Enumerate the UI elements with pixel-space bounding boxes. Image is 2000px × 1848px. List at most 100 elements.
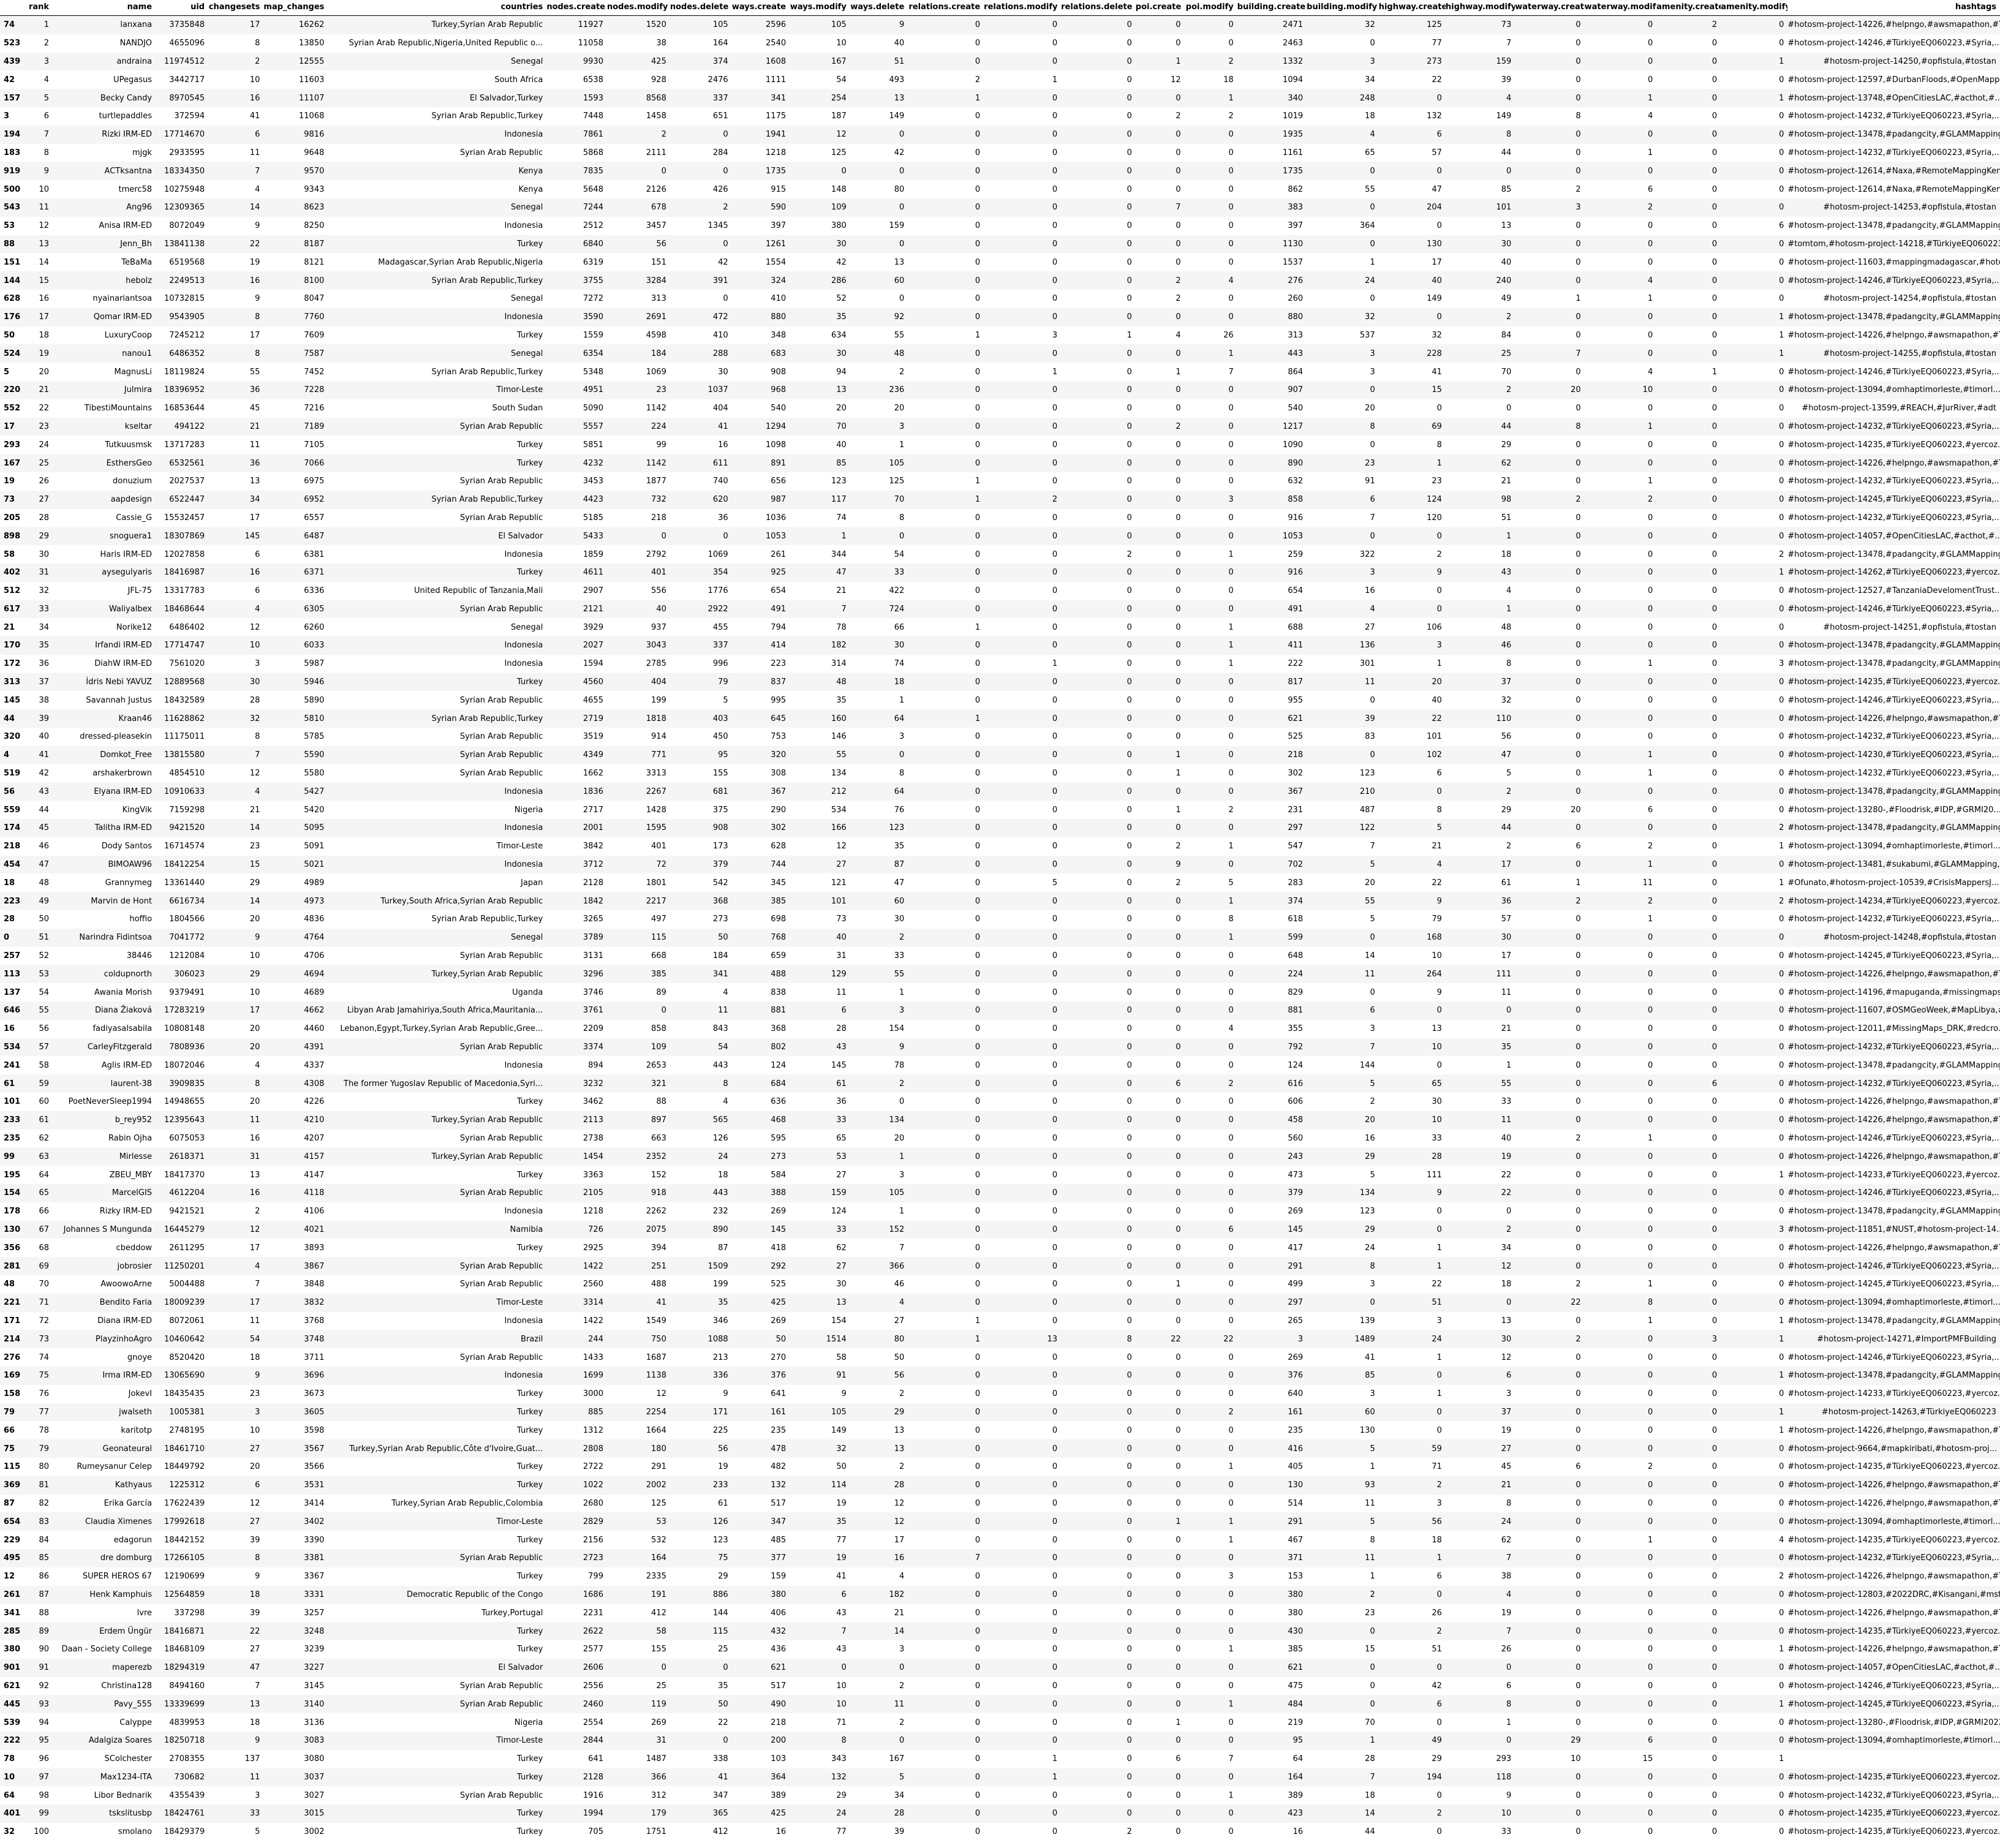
cell-highway-create: 1 — [1436, 1243, 1442, 1253]
cell-rank: 1 — [28, 15, 53, 34]
cell-amenity-modify: 0 — [1779, 513, 1784, 522]
cell-changesets: 12 — [249, 622, 260, 632]
cell-countries: Syrian Arab Republic — [459, 732, 543, 742]
cell-map-changes: 3080 — [304, 1754, 325, 1764]
cell-building-create: 222 — [1288, 659, 1304, 669]
cell-amenity-create: 0 — [1656, 563, 1721, 582]
cell-nodes-delete: 354 — [670, 563, 732, 582]
cell-relations-create: 0 — [908, 307, 984, 326]
cell-relations-create: 0 — [908, 344, 984, 363]
cell-amenity-modify: 0 — [1721, 417, 1788, 436]
cell-countries: Syrian Arab Republic — [328, 600, 547, 619]
cell-map-changes: 6381 — [304, 549, 325, 559]
cell-map-changes: 4147 — [304, 1170, 325, 1180]
cell-hashtags: #hotosm-project-14226,#helpngo,#awsmapat… — [1787, 709, 2000, 728]
cell-relations-create: 0 — [975, 878, 981, 888]
cell-poi-create: 0 — [1135, 1439, 1185, 1458]
cell-building-create: 688 — [1288, 622, 1304, 632]
cell-ways-modify: 105 — [790, 15, 850, 34]
cell-poi-create: 0 — [1175, 440, 1181, 450]
cell-rank: 98 — [39, 1790, 50, 1800]
cell-waterway-modify: 6 — [1647, 805, 1653, 815]
cell-name: Adalgiza Soares — [53, 1731, 156, 1750]
column-header-nodes-create: nodes.create — [546, 0, 607, 16]
cell-rank: 48 — [39, 878, 50, 888]
cell-nodes-delete: 426 — [712, 184, 728, 194]
cell-building-modify: 8 — [1307, 417, 1379, 436]
cell-amenity-create: 0 — [1711, 404, 1718, 413]
cell-amenity-create: 0 — [1711, 695, 1718, 705]
cell-highway-create: 18 — [1432, 1535, 1442, 1545]
cell-name: SUPER HEROS 67 — [82, 1572, 153, 1582]
cell-amenity-modify: 0 — [1721, 527, 1788, 546]
cell-building-modify: 34 — [1365, 75, 1375, 85]
cell-nodes-delete: 346 — [712, 1316, 728, 1326]
cell-name: andraina — [53, 52, 156, 71]
cell-nodes-modify: 1595 — [606, 819, 670, 837]
cell-rank: 90 — [39, 1645, 50, 1654]
cell-poi-modify: 0 — [1228, 1060, 1234, 1070]
cell-poi-modify: 0 — [1184, 1768, 1237, 1787]
row-index: 79 — [0, 1403, 29, 1422]
cell-waterway-modify: 1 — [1647, 659, 1653, 669]
cell-nodes-delete: 19 — [718, 1462, 728, 1472]
cell-changesets: 9 — [255, 221, 260, 231]
cell-amenity-modify: 1 — [1721, 307, 1788, 326]
cell-poi-create: 1 — [1175, 367, 1181, 377]
cell-relations-modify: 0 — [984, 892, 1062, 911]
cell-hashtags: #hotosm-project-14246,#TürkiyeEQ060223,#… — [1787, 39, 2000, 48]
cell-ways-create: 654 — [771, 586, 787, 596]
cell-hashtags: #hotosm-project-14262,#TürkiyeEQ060223,#… — [1787, 563, 2000, 582]
cell-ways-create: 377 — [731, 1548, 790, 1567]
cell-map-changes: 4021 — [263, 1220, 328, 1239]
cell-building-create: 417 — [1288, 1243, 1304, 1253]
cell-name: nanou1 — [53, 344, 156, 363]
cell-changesets: 11 — [249, 148, 260, 157]
cell-ways-create: 1941 — [731, 125, 790, 144]
cell-waterway-modify: 0 — [1647, 330, 1653, 340]
cell-changesets: 30 — [208, 673, 264, 692]
cell-changesets: 7 — [255, 1280, 260, 1289]
cell-ways-create: 525 — [771, 1280, 787, 1289]
table-row: 18 48 Grannymeg 13361440 29 4989 Japan 2128 1801… — [0, 873, 2000, 892]
row-index: 174 — [0, 819, 29, 837]
cell-nodes-create: 5557 — [546, 417, 607, 436]
cell-amenity-modify: 1 — [1779, 1170, 1784, 1180]
cell-amenity-create: 0 — [1711, 951, 1718, 961]
cell-name: dre domburg — [53, 1548, 156, 1567]
cell-relations-create: 0 — [908, 162, 984, 181]
cell-waterway-modify: 0 — [1647, 732, 1653, 742]
row-index: 16 — [4, 1024, 15, 1034]
cell-poi-create: 0 — [1175, 695, 1181, 705]
cell-amenity-modify: 0 — [1779, 440, 1784, 450]
cell-nodes-modify: 663 — [651, 1134, 666, 1143]
cell-name: Domkot_Free — [53, 745, 156, 764]
cell-highway-create: 59 — [1378, 1439, 1446, 1458]
cell-map-changes: 9816 — [263, 125, 328, 144]
cell-amenity-modify: 0 — [1779, 769, 1784, 779]
cell-changesets: 18 — [249, 1352, 260, 1362]
cell-relations-delete: 0 — [1061, 271, 1136, 290]
cell-waterway-create: 0 — [1515, 563, 1585, 582]
cell-poi-modify: 1 — [1228, 1462, 1234, 1472]
cell-waterway-modify: 0 — [1647, 1170, 1653, 1180]
cell-nodes-modify: 937 — [651, 622, 666, 632]
cell-poi-modify: 0 — [1228, 1352, 1234, 1362]
cell-waterway-create: 0 — [1575, 951, 1581, 961]
cell-uid: 17283219 — [156, 1001, 209, 1020]
cell-uid: 18468644 — [156, 600, 209, 619]
cell-uid: 12395643 — [156, 1111, 209, 1130]
cell-name: Rumeysanur Celep — [77, 1462, 153, 1472]
cell-ways-modify: 314 — [831, 659, 847, 669]
cell-building-create: 1935 — [1237, 125, 1307, 144]
cell-relations-delete: 0 — [1126, 1572, 1132, 1582]
cell-building-create: 616 — [1237, 1074, 1307, 1093]
cell-relations-delete: 0 — [1061, 1585, 1136, 1604]
cell-amenity-create: 0 — [1711, 39, 1718, 48]
cell-nodes-modify: 497 — [651, 915, 666, 924]
cell-hashtags: #hotosm-project-13599,#REACH,#JurRiver,#… — [1802, 404, 1996, 413]
cell-rank: 19 — [28, 344, 53, 363]
cell-relations-create: 0 — [908, 15, 984, 34]
cell-nodes-create: 2128 — [546, 1768, 607, 1787]
cell-highway-create: 4 — [1378, 855, 1446, 874]
